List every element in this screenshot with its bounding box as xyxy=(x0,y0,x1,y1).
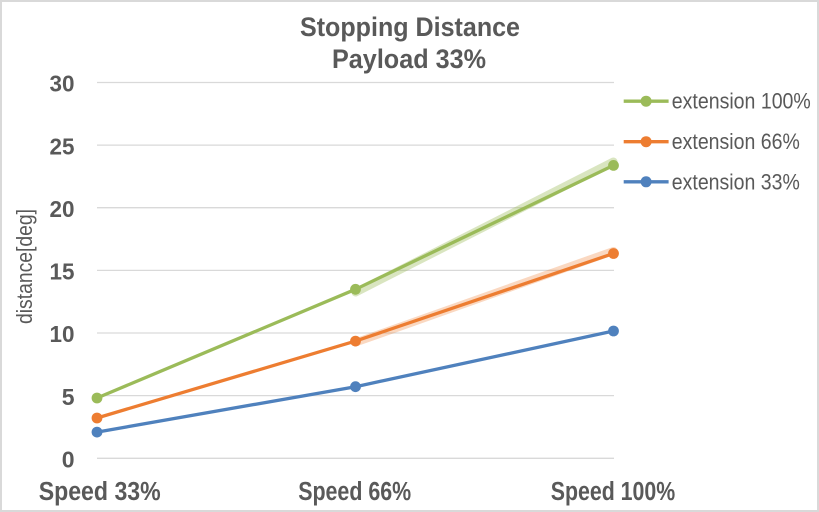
svg-text:Payload 33%: Payload 33% xyxy=(332,44,486,74)
svg-text:Speed 66%: Speed 66% xyxy=(298,478,411,506)
svg-text:30: 30 xyxy=(50,71,75,97)
svg-text:20: 20 xyxy=(50,196,75,222)
svg-text:distance[deg]: distance[deg] xyxy=(12,209,37,324)
svg-text:15: 15 xyxy=(50,259,75,285)
svg-text:10: 10 xyxy=(50,321,75,347)
svg-text:0: 0 xyxy=(62,447,75,473)
svg-text:extension 100%: extension 100% xyxy=(672,89,811,114)
svg-text:25: 25 xyxy=(50,133,75,159)
svg-text:extension 66%: extension 66% xyxy=(672,129,800,154)
svg-text:Stopping Distance: Stopping Distance xyxy=(300,12,520,42)
svg-text:5: 5 xyxy=(62,384,75,410)
svg-text:Speed 100%: Speed 100% xyxy=(551,478,676,506)
svg-text:extension 33%: extension 33% xyxy=(672,169,800,194)
svg-text:Speed 33%: Speed 33% xyxy=(39,478,161,506)
